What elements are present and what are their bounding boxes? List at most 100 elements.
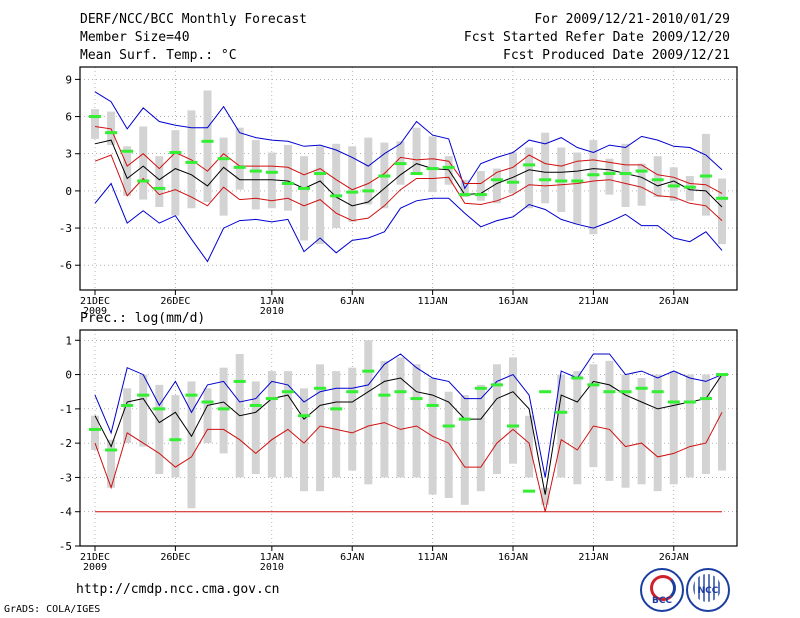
median-marker [699, 174, 712, 178]
median-marker [458, 193, 471, 197]
median-marker [330, 407, 343, 411]
median-marker [667, 400, 680, 404]
median-marker [458, 417, 471, 421]
y-tick-label: 3 [65, 148, 72, 161]
ensemble-box [701, 374, 710, 474]
median-marker [474, 386, 487, 390]
median-marker [426, 403, 439, 407]
median-marker [571, 376, 584, 380]
y-tick-label: 0 [65, 369, 72, 382]
median-marker [185, 393, 198, 397]
median-marker [314, 386, 327, 390]
median-marker [651, 178, 664, 182]
x-tick-label: 16JAN [498, 296, 528, 307]
ensemble-box [235, 127, 244, 190]
ensemble-box [718, 374, 726, 471]
median-marker [523, 163, 536, 167]
ensemble-box [251, 140, 260, 210]
median-marker [490, 178, 503, 182]
ensemble-box [621, 374, 630, 488]
ensemble-box [380, 360, 389, 478]
ensemble-box [444, 391, 453, 498]
median-marker [699, 397, 712, 401]
ensemble-box [509, 357, 517, 464]
x-tick-label: 26JAN [659, 552, 689, 563]
x-tick-label: 21DEC [80, 296, 110, 307]
member-size: Member Size=40 [80, 30, 190, 45]
median-marker [378, 174, 391, 178]
median-marker [507, 180, 519, 184]
ensemble-box [476, 384, 485, 492]
series-max [94, 91, 723, 190]
ensemble-box [348, 367, 357, 471]
median-marker [281, 390, 294, 394]
website-url[interactable]: http://cmdp.ncc.cma.gov.cn [76, 582, 280, 597]
median-marker [330, 194, 343, 198]
y-tick-label: 9 [65, 73, 72, 86]
x-year-label: 2009 [83, 306, 107, 317]
ensemble-box [203, 388, 212, 444]
median-marker [442, 424, 455, 428]
median-marker [265, 397, 278, 401]
plot-frame [79, 329, 738, 547]
median-marker [362, 189, 375, 193]
series-mean [94, 139, 723, 208]
median-marker [474, 193, 487, 197]
median-marker [314, 172, 327, 176]
y-tick-label: -6 [59, 259, 72, 272]
series-plus_sd [94, 126, 723, 194]
ensemble-box [171, 130, 180, 216]
variable-label: Mean Surf. Temp.: °C [80, 48, 237, 63]
ensemble-box [396, 357, 405, 478]
median-marker [555, 410, 568, 414]
ensemble-box [91, 415, 99, 450]
ensemble-box [123, 388, 132, 444]
median-marker [635, 386, 648, 390]
ensemble-box [605, 360, 614, 481]
median-marker [105, 131, 118, 135]
ensemble-box [476, 171, 485, 201]
forecast-period: For 2009/12/21-2010/01/29 [534, 12, 730, 27]
bcc-logo-text: BCC [651, 596, 673, 606]
median-marker [555, 179, 568, 183]
y-tick-label: -5 [59, 540, 72, 553]
x-year-label: 2010 [260, 306, 284, 317]
ensemble-box [219, 137, 228, 216]
median-marker [201, 400, 214, 404]
plot-frame [79, 66, 738, 291]
median-marker [683, 400, 696, 404]
median-marker [169, 438, 182, 442]
median-marker [539, 390, 552, 394]
series-min [94, 182, 723, 263]
median-marker [571, 179, 584, 183]
ensemble-box [332, 371, 341, 478]
median-marker [185, 160, 198, 164]
median-marker [619, 172, 632, 176]
x-tick-label: 26JAN [659, 296, 689, 307]
ensemble-box [364, 340, 373, 485]
y-tick-label: 1 [65, 334, 72, 347]
produced-date: Fcst Produced Date 2009/12/21 [503, 48, 730, 63]
median-marker [635, 169, 648, 173]
panel-2: -5 -4 -3 -2 -1 0 1 21DEC 26DEC 1JAN 6JAN 11JAN 16JAN… [59, 311, 738, 573]
chart-title: DERF/NCC/BCC Monthly Forecast [80, 12, 307, 27]
median-marker [507, 424, 519, 428]
x-tick-label: 26DEC [160, 552, 190, 563]
ensemble-box [267, 371, 276, 478]
series-minus_sd [94, 412, 723, 512]
median-marker [587, 383, 600, 387]
series-mean [94, 374, 723, 495]
median-marker [539, 178, 552, 182]
median-marker [137, 393, 150, 397]
median-marker [281, 181, 294, 185]
x-tick-label: 16JAN [498, 552, 528, 563]
ensemble-box [718, 178, 726, 245]
ensemble-box [525, 415, 534, 478]
x-year-label: 2010 [260, 562, 284, 573]
ensemble-box [637, 163, 646, 206]
median-marker [153, 186, 166, 190]
ensemble-box [332, 143, 341, 229]
ensemble-box [637, 378, 646, 485]
median-marker [298, 186, 310, 190]
